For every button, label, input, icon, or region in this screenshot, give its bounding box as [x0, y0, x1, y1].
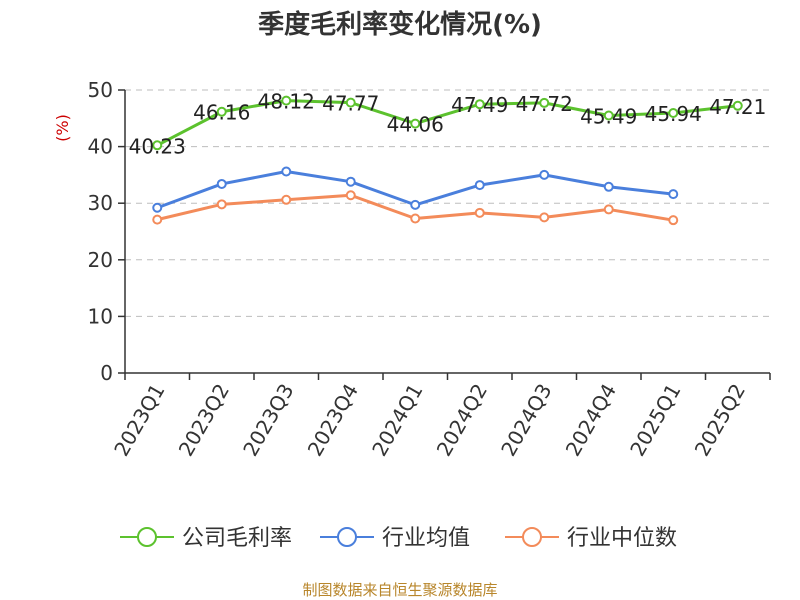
gridlines: [125, 89, 770, 317]
y-tick-label: 20: [88, 248, 113, 272]
data-point: [603, 110, 614, 121]
data-point: [281, 166, 292, 177]
data-label: 47.21: [709, 95, 766, 119]
data-point: [281, 95, 292, 106]
data-label: 46.16: [193, 101, 250, 125]
data-point: [345, 190, 356, 201]
data-point: [539, 169, 550, 180]
data-label: 45.94: [645, 102, 702, 126]
source-note: 制图数据来自恒生聚源数据库: [302, 581, 497, 599]
data-point: [474, 99, 485, 110]
data-point: [668, 215, 679, 226]
data-point: [539, 97, 550, 108]
legend-label: 公司毛利率: [182, 526, 292, 551]
legend-marker: [522, 527, 542, 547]
data-point: [603, 204, 614, 215]
x-tick-label: 2024Q2: [432, 380, 492, 461]
x-tick-label: 2023Q2: [174, 380, 234, 461]
data-point: [668, 189, 679, 200]
data-label: 47.49: [451, 93, 508, 117]
data-point: [152, 202, 163, 213]
y-tick-label: 10: [88, 304, 113, 328]
data-point: [345, 97, 356, 108]
y-tick-label: 50: [88, 78, 113, 102]
data-labels: 40.23 46.16 48.12 47.77 44.06 47.49 47.72 45.49…: [129, 90, 767, 159]
x-tick-label: 2024Q4: [561, 380, 621, 461]
series-line: [156, 99, 738, 147]
data-label: 48.12: [258, 90, 315, 114]
data-label: 47.77: [322, 92, 379, 116]
data-point: [539, 212, 550, 223]
y-tick-label: 40: [88, 135, 113, 159]
data-point: [410, 118, 421, 129]
data-point: [410, 213, 421, 224]
data-point: [474, 180, 485, 191]
data-point: [281, 194, 292, 205]
x-tick-label: 2025Q1: [625, 380, 685, 461]
legend-label: 行业中位数: [567, 526, 677, 551]
x-tick-label: 2023Q4: [303, 380, 363, 461]
data-point: [732, 100, 743, 111]
data-label: 45.49: [580, 105, 637, 129]
data-point: [668, 107, 679, 118]
legend-marker: [337, 527, 357, 547]
data-point: [410, 199, 421, 210]
chart-title: 季度毛利率变化情况(%): [258, 9, 542, 40]
series-group: [152, 95, 743, 226]
x-tick-label: 2024Q3: [496, 380, 556, 461]
data-point: [216, 199, 227, 210]
data-point: [216, 178, 227, 189]
data-point: [603, 181, 614, 192]
data-label: 47.72: [516, 92, 573, 116]
data-point: [152, 214, 163, 225]
y-tick-label: 0: [100, 361, 113, 385]
data-point: [216, 106, 227, 117]
data-point: [345, 176, 356, 187]
legend: 公司毛利率 行业均值 行业中位数: [120, 526, 677, 551]
x-tick-label: 2023Q1: [109, 380, 169, 461]
x-tick-label: 2023Q3: [238, 380, 298, 461]
y-axis-unit: (%): [53, 114, 72, 142]
x-tick-label: 2025Q2: [690, 380, 750, 461]
data-point: [152, 140, 163, 151]
data-label: 44.06: [387, 113, 444, 137]
data-label: 40.23: [129, 134, 186, 158]
x-tick-label: 2024Q1: [367, 380, 427, 461]
y-tick-label: 30: [88, 191, 113, 215]
legend-label: 行业均值: [382, 526, 470, 551]
legend-marker: [137, 527, 157, 547]
data-point: [474, 207, 485, 218]
